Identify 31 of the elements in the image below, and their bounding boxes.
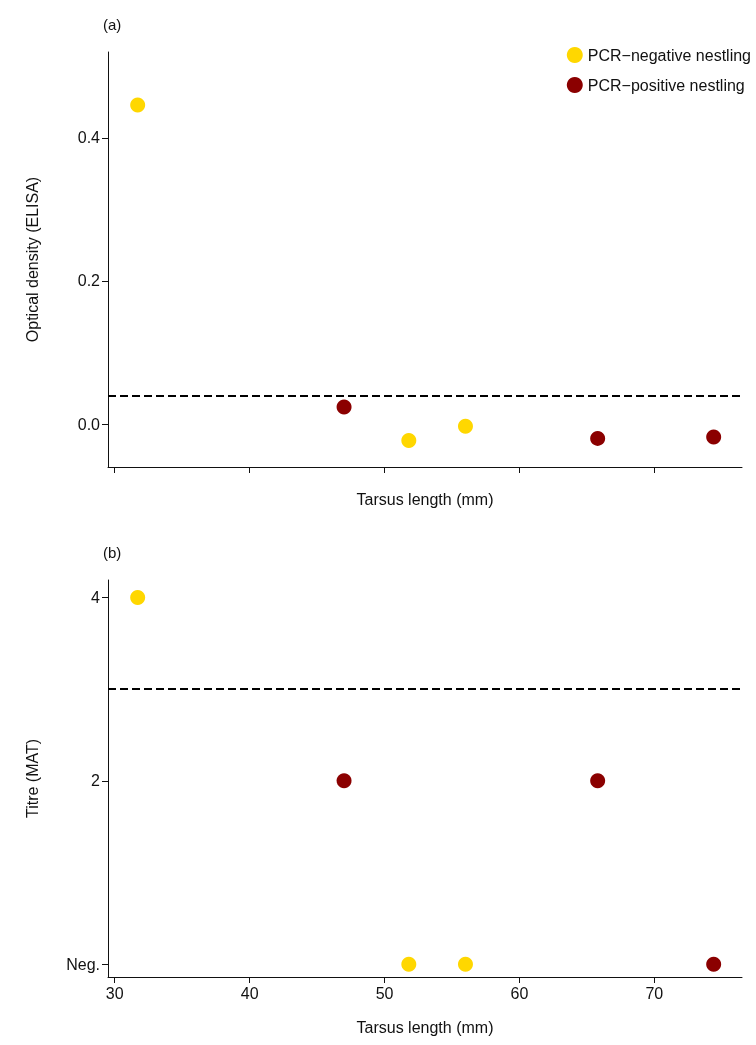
point xyxy=(457,418,473,434)
chart-title: (b) xyxy=(103,544,122,561)
y-tick-label: 4 xyxy=(91,588,101,606)
legend-label: PCR−negative nestling xyxy=(587,46,752,64)
point xyxy=(130,97,146,113)
point xyxy=(590,430,606,446)
chart-title: (a) xyxy=(103,16,122,33)
y-tick-label: 0.0 xyxy=(77,415,101,433)
point xyxy=(130,589,146,605)
point xyxy=(401,956,417,972)
point xyxy=(590,773,606,789)
y-tick-label: Neg. xyxy=(66,955,100,973)
y-tick-label: 2 xyxy=(91,772,101,790)
x-tick-label: 70 xyxy=(645,984,664,1002)
point xyxy=(457,956,473,972)
point xyxy=(706,429,722,445)
x-axis-title: Tarsus length (mm) xyxy=(356,1018,494,1036)
y-tick-label: 0.4 xyxy=(77,129,101,147)
point xyxy=(401,433,417,449)
y-axis-title: Titre (MAT) xyxy=(23,738,41,819)
x-axis-title: Tarsus length (mm) xyxy=(356,490,494,508)
point xyxy=(706,956,722,972)
point xyxy=(336,773,352,789)
point xyxy=(336,399,352,415)
y-axis-title: Optical density (ELISA) xyxy=(23,176,41,343)
x-tick-label: 50 xyxy=(375,984,394,1002)
x-tick-label: 60 xyxy=(510,984,529,1002)
y-tick-label: 0.2 xyxy=(77,272,101,290)
legend-label: PCR−positive nestling xyxy=(587,76,745,94)
x-tick-label: 30 xyxy=(105,984,124,1002)
x-tick-label: 40 xyxy=(240,984,259,1002)
